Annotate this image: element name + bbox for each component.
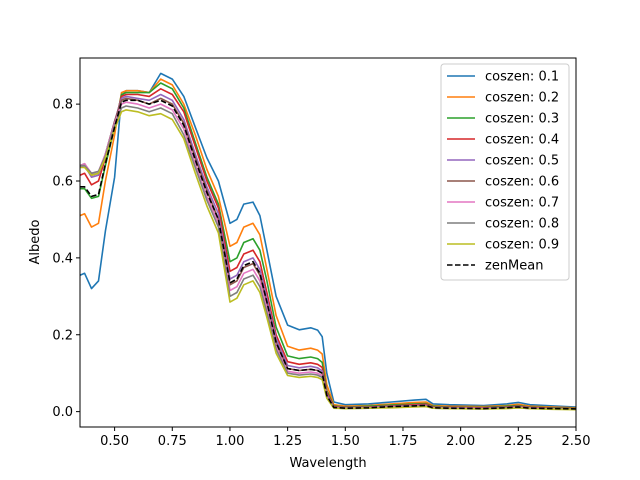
plot-frame <box>79 57 577 428</box>
y-tick-label: 0.8 <box>52 98 73 113</box>
x-tick-label: 0.75 <box>158 434 187 449</box>
y-tick-label: 0.0 <box>52 405 73 420</box>
legend-label: coszen: 0.5 <box>485 154 559 169</box>
legend-label: coszen: 0.8 <box>485 217 559 232</box>
legend-label: coszen: 0.6 <box>485 175 559 190</box>
legend-label: coszen: 0.7 <box>485 196 559 211</box>
y-tick-label: 0.4 <box>52 251 73 266</box>
legend-label: zenMean <box>485 259 543 274</box>
x-axis-label: Wavelength <box>289 456 366 471</box>
legend: coszen: 0.1 coszen: 0.2 coszen: 0.3 coszen:… <box>440 63 570 281</box>
series-line-10 <box>80 99 577 410</box>
legend-label: coszen: 0.2 <box>485 91 559 106</box>
y-axis-label: Albedo <box>28 219 43 264</box>
x-tick-label: 1.50 <box>331 434 360 449</box>
x-tick-label: 2.00 <box>446 434 475 449</box>
legend-label: coszen: 0.1 <box>485 70 559 85</box>
x-tick-label: 1.75 <box>389 434 418 449</box>
series-layer <box>79 72 577 411</box>
y-tick-label: 0.2 <box>52 328 73 343</box>
x-tick-label: 1.25 <box>273 434 302 449</box>
x-tick-label: 0.50 <box>100 434 129 449</box>
series-line-9 <box>80 109 577 411</box>
x-tick-label: 2.50 <box>562 434 591 449</box>
y-axis-ticks: 0.0 0.2 0.4 0.6 0.8 <box>52 98 80 420</box>
x-tick-label: 1.00 <box>215 434 244 449</box>
legend-label: coszen: 0.4 <box>485 133 559 148</box>
x-axis-ticks: 0.50 0.75 1.00 1.25 1.50 1.75 2.00 2.25 2.50 <box>100 427 590 449</box>
legend-label: coszen: 0.3 <box>485 112 559 127</box>
y-tick-label: 0.6 <box>52 175 73 190</box>
legend-label: coszen: 0.9 <box>485 238 559 253</box>
x-tick-label: 2.25 <box>504 434 533 449</box>
